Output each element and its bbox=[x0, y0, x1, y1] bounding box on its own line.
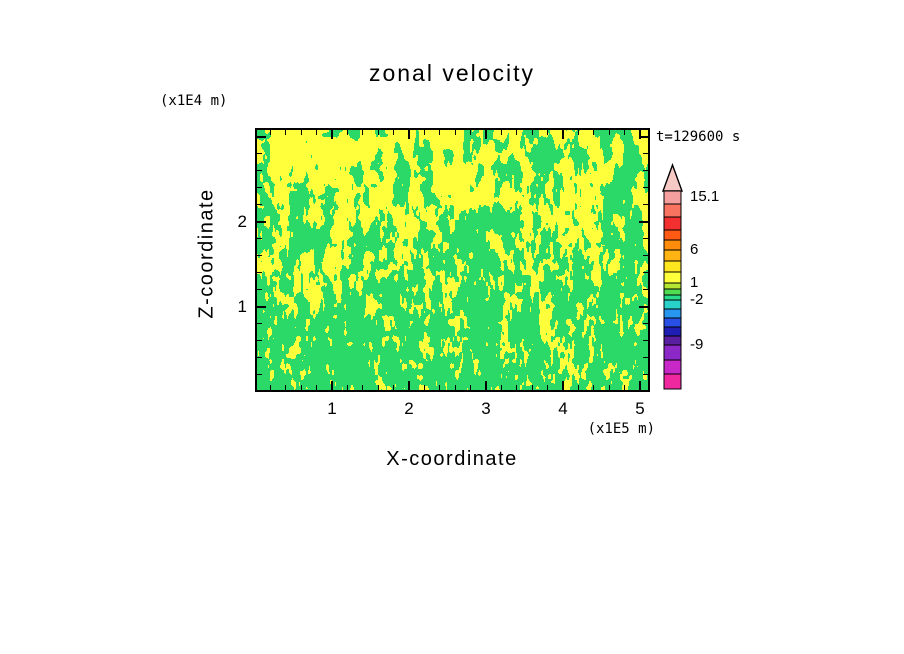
colorbar-label: 6 bbox=[690, 241, 699, 258]
heatmap-canvas bbox=[257, 130, 648, 390]
plot-area bbox=[255, 128, 650, 392]
colorbar-segment bbox=[663, 308, 682, 319]
colorbar-label: 15.1 bbox=[690, 188, 720, 205]
colorbar-segment bbox=[663, 326, 682, 337]
colorbar-segment bbox=[663, 294, 682, 301]
x-tick-label: 3 bbox=[481, 399, 491, 418]
colorbar-label: 1 bbox=[690, 274, 699, 291]
x-tick-label: 5 bbox=[635, 399, 645, 418]
colorbar-scale bbox=[661, 162, 684, 390]
time-label: t=129600 s bbox=[656, 129, 741, 145]
chart-title: zonal velocity bbox=[368, 60, 536, 86]
x-axis-title: X-coordinate bbox=[386, 448, 518, 470]
y-tick-label: 2 bbox=[237, 211, 247, 231]
colorbar-label: -9 bbox=[690, 336, 704, 353]
colorbar-segment bbox=[663, 216, 682, 231]
colorbar-segment bbox=[663, 260, 682, 273]
colorbar-segment bbox=[663, 203, 682, 218]
colorbar-segment bbox=[663, 317, 682, 328]
colorbar-segment bbox=[663, 282, 682, 290]
colorbar-segment bbox=[663, 335, 682, 346]
colorbar-label: -2 bbox=[690, 291, 704, 308]
colorbar-arrow-icon bbox=[661, 162, 684, 192]
colorbar-segment bbox=[663, 288, 682, 296]
x-tick-label: 2 bbox=[404, 399, 414, 418]
colorbar-segment bbox=[663, 239, 682, 251]
x-tick-label: 4 bbox=[558, 399, 568, 418]
colorbar-segment bbox=[663, 249, 682, 262]
colorbar-segment bbox=[663, 344, 682, 361]
z-axis-unit-label: (x1E4 m) bbox=[160, 93, 228, 109]
colorbar-segment bbox=[663, 373, 682, 390]
y-tick-label: 1 bbox=[237, 296, 247, 316]
colorbar-segment bbox=[663, 271, 682, 284]
colorbar: 15.1 6 1 -2 -9 bbox=[661, 162, 782, 403]
colorbar-segment bbox=[663, 359, 682, 375]
colorbar-segment bbox=[663, 190, 682, 205]
z-axis-title: Z-coordinate bbox=[195, 188, 218, 319]
colorbar-segment bbox=[663, 229, 682, 241]
x-axis-unit-label: (x1E5 m) bbox=[587, 421, 655, 437]
x-tick-label: 1 bbox=[327, 399, 337, 418]
colorbar-segment bbox=[663, 299, 682, 310]
